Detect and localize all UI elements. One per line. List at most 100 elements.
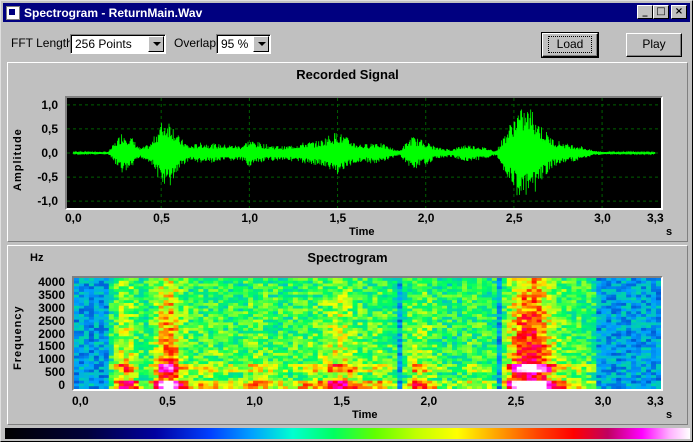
- spectrogram-cell: [392, 325, 398, 329]
- spectrogram-cell: [377, 294, 383, 298]
- spectrogram-cell: [422, 364, 428, 368]
- spectrogram-cell: [327, 286, 334, 290]
- spectrogram-cell: [457, 283, 463, 287]
- spectrogram-cell: [327, 339, 334, 343]
- spectrogram-cell: [636, 386, 642, 389]
- spectrogram-cell: [616, 364, 622, 368]
- spectrogram-cell: [496, 278, 503, 282]
- spectrogram-cell: [238, 322, 244, 326]
- spectrogram-cell: [402, 322, 408, 326]
- spectrogram-cell: [218, 311, 224, 315]
- spectrogram-cell: [511, 336, 518, 340]
- spectrogram-cell: [556, 339, 562, 343]
- spectrogram-cell: [631, 308, 637, 312]
- spectrogram-cell: [108, 377, 115, 382]
- spectrogram-cell: [243, 358, 249, 362]
- spectrogram-cell: [223, 372, 229, 376]
- spectrogram-cell: [387, 352, 393, 357]
- spectrogram-cell: [501, 344, 508, 348]
- spectrogram-cell: [526, 283, 533, 287]
- spectrogram-cell: [173, 311, 179, 315]
- spectrogram-cell: [372, 347, 378, 351]
- spectrogram-cell: [432, 297, 438, 301]
- spectrogram-cell: [168, 347, 174, 351]
- spectrogram-cell: [322, 305, 329, 309]
- spectrogram-cell: [74, 308, 80, 312]
- spectrogram-cell: [536, 364, 543, 368]
- spectrogram-cell: [541, 325, 547, 329]
- spectrogram-cell: [382, 305, 388, 309]
- spectrogram-cell: [367, 305, 373, 309]
- spectrogram-cell: [417, 280, 423, 284]
- spectrogram-cell: [447, 302, 453, 307]
- spectrogram-cell: [611, 327, 617, 332]
- spectrogram-cell: [153, 377, 159, 382]
- spectrogram-cell: [173, 291, 179, 296]
- load-button[interactable]: Load: [541, 32, 599, 58]
- spectrogram-cell: [566, 294, 572, 298]
- spectrogram-cell: [646, 369, 652, 373]
- signal-plot: [65, 96, 663, 210]
- close-button[interactable]: ×: [671, 5, 687, 19]
- minimize-button[interactable]: _: [637, 5, 653, 19]
- spectrogram-cell: [651, 278, 657, 282]
- spectrogram-cell: [98, 330, 105, 334]
- spectrogram-cell: [118, 297, 125, 301]
- spectrogram-cell: [188, 314, 194, 318]
- spectrogram-cell: [243, 344, 249, 348]
- spectrogram-cell: [616, 308, 622, 312]
- chevron-down-icon[interactable]: [148, 36, 164, 52]
- spectrogram-cell: [462, 278, 468, 282]
- app-icon[interactable]: [6, 5, 20, 20]
- spectrogram-cell: [78, 347, 85, 351]
- spectrogram-cell: [432, 369, 438, 373]
- maximize-button[interactable]: □: [653, 5, 669, 19]
- spectrogram-cell: [248, 322, 254, 326]
- spectrogram-cell: [447, 333, 453, 337]
- spectrogram-cell: [536, 302, 543, 307]
- spectrogram-cell: [133, 289, 140, 293]
- chevron-down-icon[interactable]: [253, 36, 269, 52]
- spectrogram-cell: [173, 319, 179, 323]
- spectrogram-cell: [123, 278, 130, 282]
- spectrogram-cell: [272, 377, 279, 382]
- spectrogram-cell: [78, 369, 85, 373]
- overlap-select[interactable]: 95 %: [216, 34, 271, 54]
- spectrogram-cell: [536, 380, 543, 384]
- spectrogram-cell: [243, 278, 249, 282]
- spectrogram-cell: [312, 286, 319, 290]
- spectrogram-cell: [501, 355, 508, 359]
- spectrogram-cell: [133, 283, 140, 287]
- spectrogram-cell: [511, 352, 518, 357]
- spectrogram-cell: [93, 319, 100, 323]
- spectrogram-cell: [352, 278, 358, 282]
- spectrogram-cell: [123, 291, 130, 296]
- spectrogram-cell: [208, 358, 214, 362]
- spectrogram-cell: [317, 322, 324, 326]
- spectrogram-cell: [377, 327, 383, 332]
- spectrogram-cell: [98, 344, 105, 348]
- spectrogram-cell: [292, 358, 299, 362]
- spectrogram-cell: [163, 297, 169, 301]
- spectrogram-cell: [621, 311, 627, 315]
- spectrogram-cell: [173, 305, 179, 309]
- spectrogram-cell: [546, 283, 552, 287]
- spectrogram-cell: [611, 300, 617, 304]
- spectrogram-cell: [277, 364, 284, 368]
- spectrogram-cell: [447, 352, 453, 357]
- spectrogram-cell: [536, 339, 543, 343]
- spectrogram-cell: [108, 361, 115, 365]
- spectrogram-cell: [108, 316, 115, 321]
- spectrogram-cell: [223, 386, 229, 389]
- play-button[interactable]: Play: [626, 33, 682, 57]
- spectrogram-cell: [651, 330, 657, 334]
- spectrogram-cell: [521, 289, 528, 293]
- spectrogram-cell: [531, 319, 538, 323]
- spectrogram-cell: [437, 330, 443, 334]
- spectrogram-cell: [208, 333, 214, 337]
- spectrogram-cell: [287, 319, 294, 323]
- spectrogram-cell: [606, 305, 612, 309]
- spectrogram-cell: [392, 300, 398, 304]
- spectrogram-cell: [153, 361, 159, 365]
- fft-length-select[interactable]: 256 Points: [70, 34, 166, 54]
